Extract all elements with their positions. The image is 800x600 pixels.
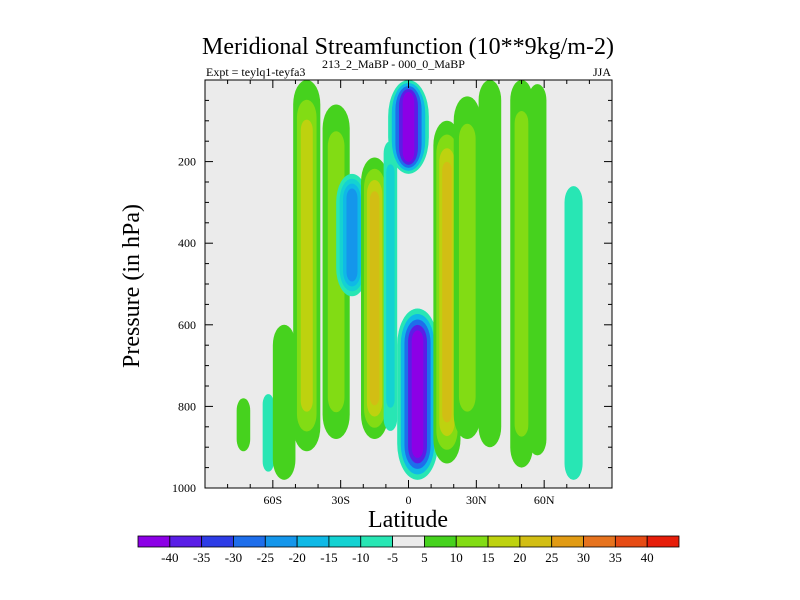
colorbar-swatch <box>264 535 298 548</box>
contour-band <box>262 394 274 472</box>
x-axis-label: Latitude <box>368 507 448 533</box>
y-tick-label: 600 <box>178 318 196 332</box>
colorbar-swatch <box>646 535 680 548</box>
y-tick-label: 800 <box>178 399 196 413</box>
colorbar-swatch <box>137 535 171 548</box>
colorbar-label: -15 <box>320 550 337 565</box>
contour-band <box>528 84 547 456</box>
colorbar-label: 40 <box>641 550 654 565</box>
colorbar-label: 25 <box>545 550 558 565</box>
contour-band <box>514 111 529 437</box>
y-tick-label: 1000 <box>172 481 196 495</box>
chart-title: Meridional Streamfunction (10**9kg/m-2) <box>202 34 614 60</box>
colorbar-swatch <box>328 535 362 548</box>
contour-band <box>346 188 358 282</box>
colorbar-swatch <box>201 535 234 548</box>
colorbar-label: 5 <box>421 550 428 565</box>
contour-band <box>236 398 251 452</box>
colorbar-label: -20 <box>288 550 305 565</box>
contour-band <box>478 80 502 448</box>
colorbar-swatch <box>551 535 584 548</box>
contour-band <box>369 191 380 406</box>
experiment-label: Expt = teylq1-teyfa3 <box>206 65 305 79</box>
x-tick-label: 0 <box>406 493 412 507</box>
colorbar-swatch <box>296 535 330 548</box>
colorbar-label: -35 <box>193 550 210 565</box>
colorbar-label: 20 <box>513 550 526 565</box>
colorbar-label: 35 <box>609 550 622 565</box>
contour-band <box>442 161 452 423</box>
y-axis-ticks: 200 400 600 800 1000 <box>172 99 612 495</box>
contour-band <box>458 123 476 412</box>
colorbar-swatch <box>360 535 393 548</box>
colorbar-swatch <box>233 535 266 548</box>
contour-band <box>411 330 424 458</box>
colorbar-swatch <box>169 535 203 548</box>
colorbar-label: 15 <box>482 550 495 565</box>
colorbar-label: 30 <box>577 550 590 565</box>
colorbar-label: -30 <box>225 550 242 565</box>
y-axis-label: Pressure (in hPa) <box>119 204 145 368</box>
colorbar-swatch <box>583 535 616 548</box>
colorbar-swatch <box>487 535 521 548</box>
y-tick-label: 200 <box>178 155 196 169</box>
colorbar-label: 10 <box>450 550 463 565</box>
colorbar-label: -5 <box>387 550 398 565</box>
x-tick-label: 30S <box>331 493 350 507</box>
x-tick-label: 60S <box>263 493 282 507</box>
contour-band <box>272 324 296 480</box>
colorbar-label: -40 <box>161 550 178 565</box>
colorbar-swatch <box>614 535 648 548</box>
colorbar-swatch <box>455 535 489 548</box>
colorbar-swatch <box>424 535 457 548</box>
x-tick-label: 60N <box>534 493 555 507</box>
contour-band <box>402 92 415 162</box>
x-tick-label: 30N <box>466 493 487 507</box>
contour-fills <box>236 80 583 480</box>
colorbar-swatch <box>519 535 553 548</box>
season-label: JJA <box>593 65 611 79</box>
contour-band <box>564 186 583 480</box>
contour-band <box>386 164 395 408</box>
colorbar-label: -25 <box>257 550 274 565</box>
period-label: 213_2_MaBP - 000_0_MaBP <box>322 57 465 71</box>
colorbar-label: -10 <box>352 550 369 565</box>
y-tick-label: 400 <box>178 236 196 250</box>
colorbar: -40 -35 -30 -25 -20 -15 -10 -5 5 10 15 20 25 30 35 40 <box>137 535 680 565</box>
contour-band <box>300 119 313 412</box>
x-axis-ticks: 60S 30S 0 30N 60N <box>227 80 590 507</box>
colorbar-swatch <box>392 535 425 548</box>
